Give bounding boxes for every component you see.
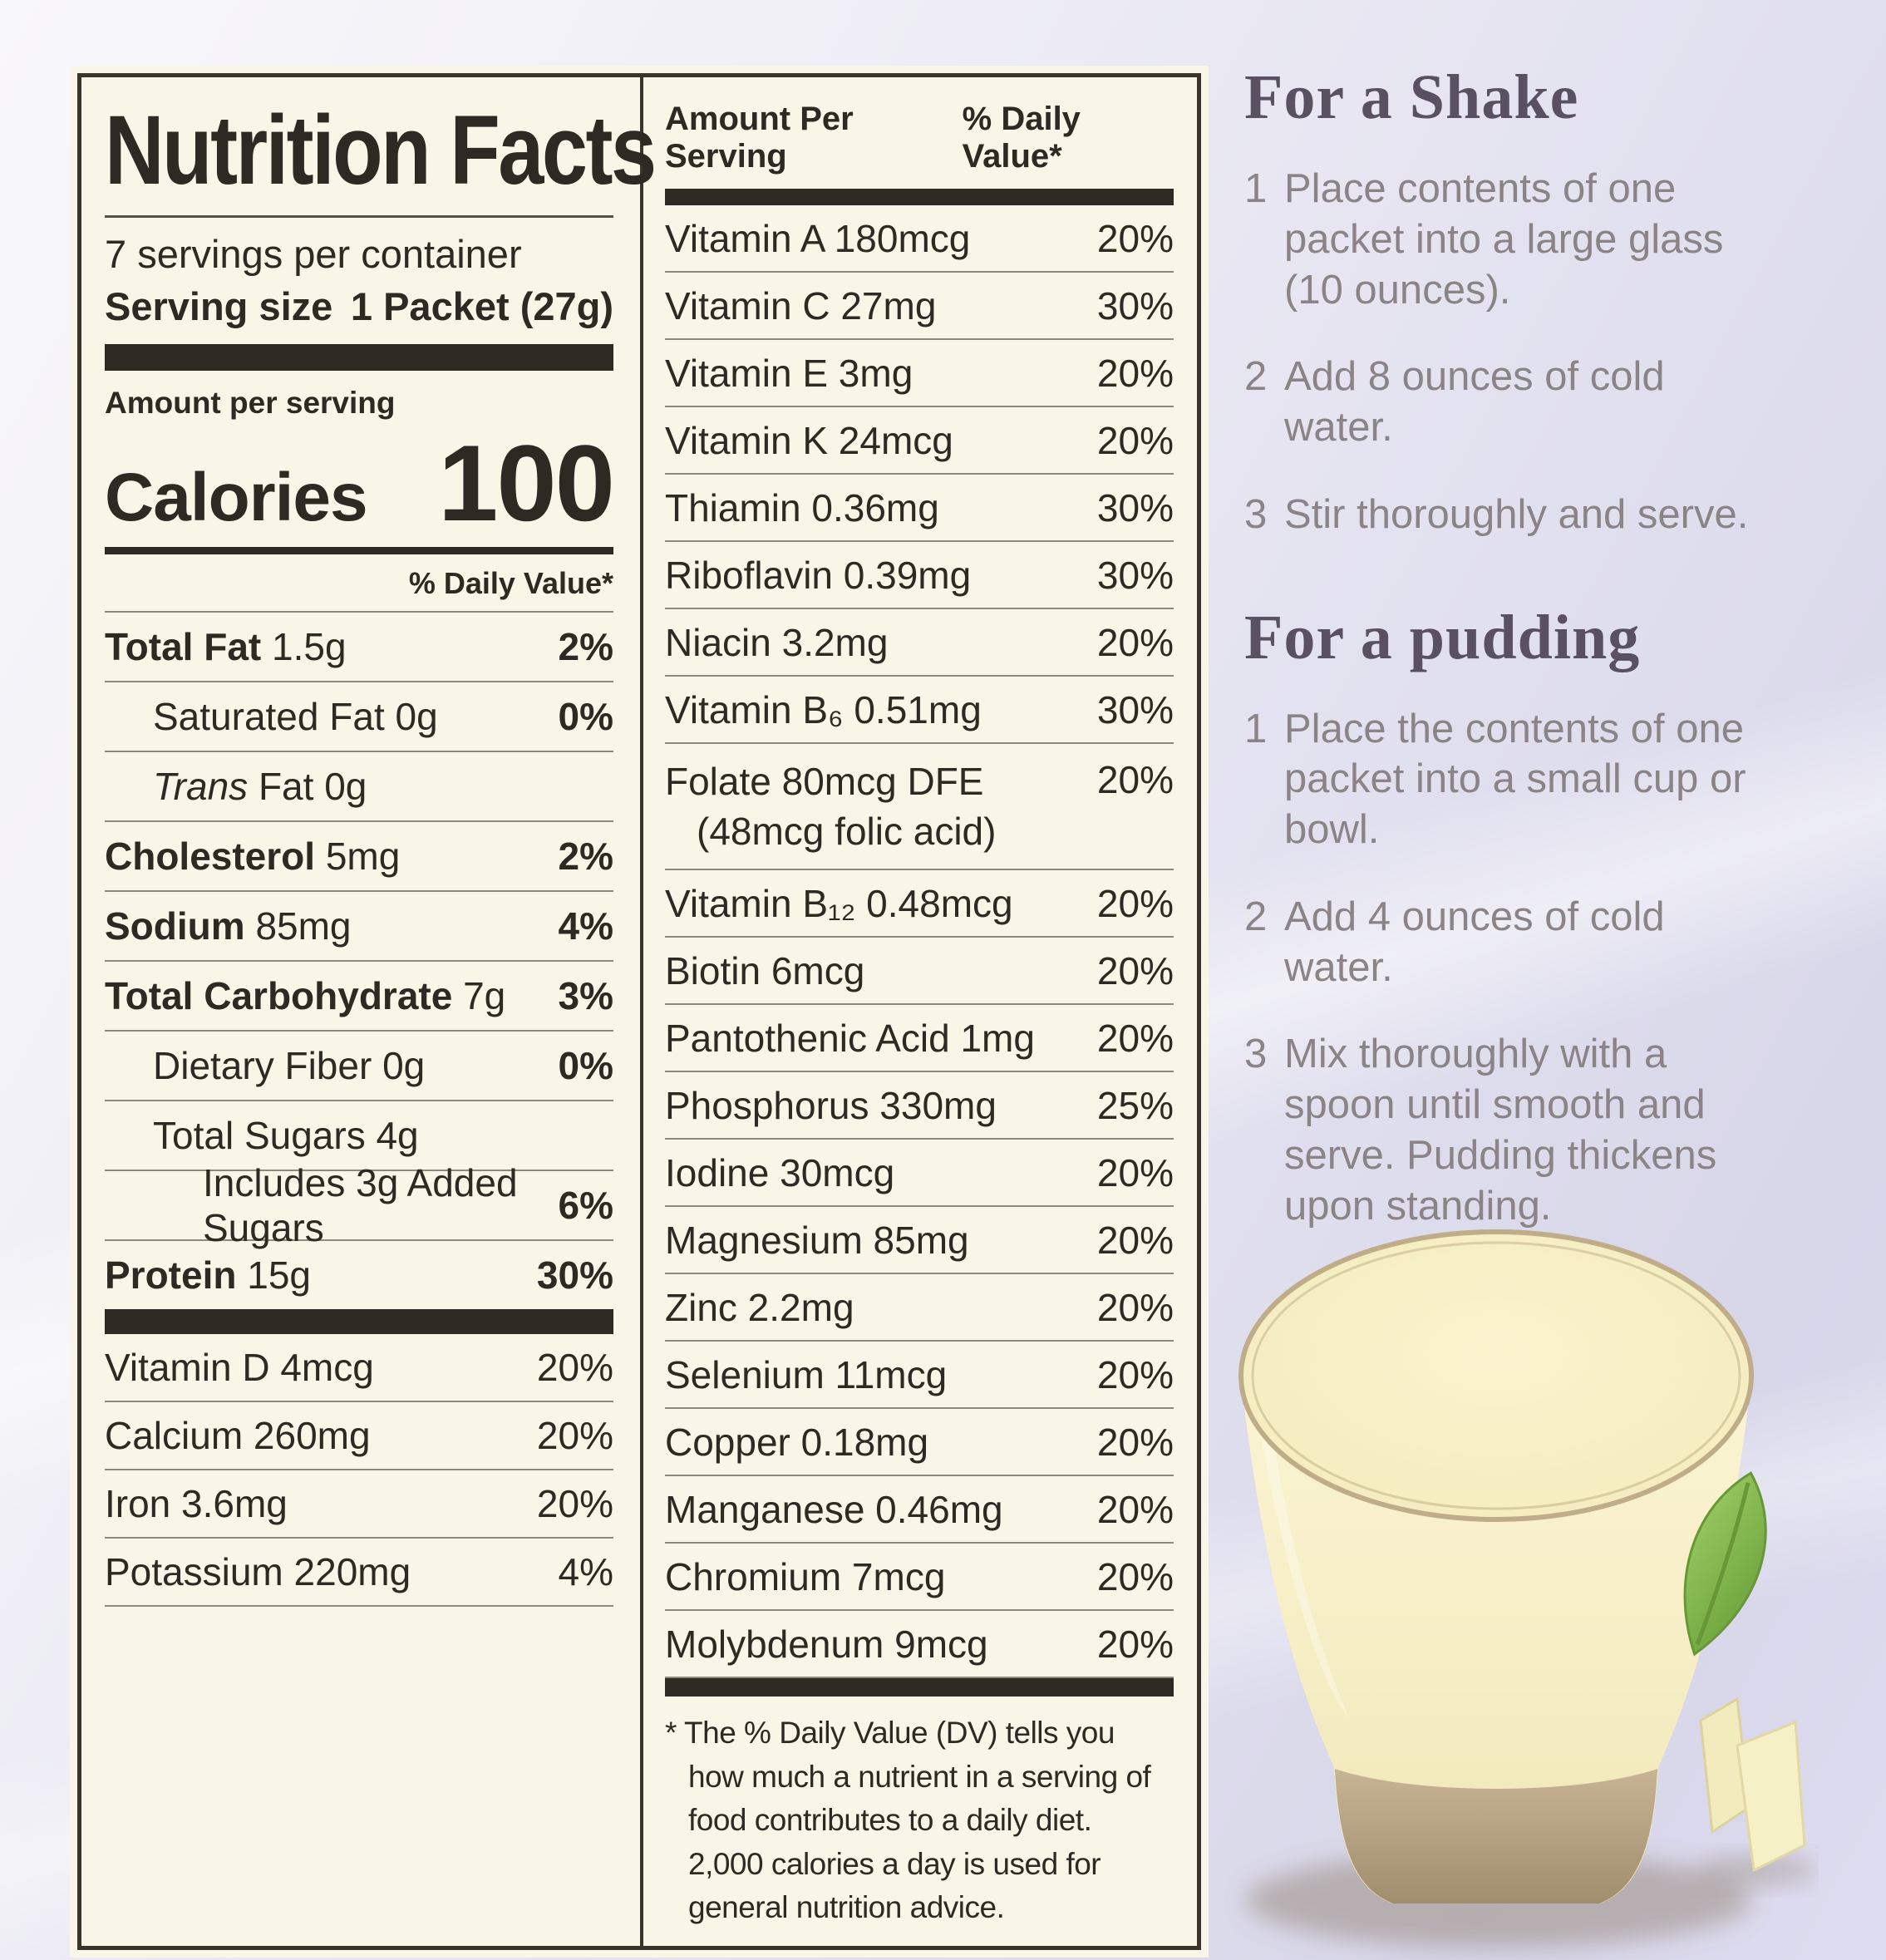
vitamin-row: Vitamin K 24mcg 20% bbox=[665, 407, 1174, 475]
vitamin-row: Selenium 11mcg 20% bbox=[665, 1342, 1174, 1409]
nutrient-row: Total Carbohydrate 7g 3% bbox=[105, 962, 613, 1032]
amount-per-serving: Amount per serving bbox=[105, 386, 396, 420]
nutrient-row: Cholesterol 5mg 2% bbox=[105, 822, 613, 892]
nutrient-row: Calcium 260mg 20% bbox=[105, 1402, 613, 1470]
nutrient-row: Trans Fat 0g bbox=[105, 752, 613, 822]
nutrient-row: Dietary Fiber 0g 0% bbox=[105, 1032, 613, 1101]
vitamin-row: Biotin 6mcg 20% bbox=[665, 938, 1174, 1005]
vitamin-row: Phosphorus 330mg 25% bbox=[665, 1072, 1174, 1140]
vitamin-row: Vitamin A 180mcg 20% bbox=[665, 205, 1174, 273]
calories-row: Calories 100 bbox=[105, 421, 615, 545]
vitamin-row: Magnesium 85mg 20% bbox=[665, 1207, 1174, 1274]
thick-bar bbox=[665, 1678, 1174, 1697]
nutrient-row: Protein 15g 30% bbox=[105, 1253, 613, 1297]
mint-leaf bbox=[1683, 1471, 1767, 1657]
chocolate-chunk bbox=[1736, 1720, 1806, 1873]
rule bbox=[105, 215, 613, 218]
thick-bar bbox=[665, 189, 1174, 205]
calories-label: Calories bbox=[105, 460, 368, 535]
daily-value-header: % Daily Value* bbox=[105, 554, 613, 613]
vitamin-row: Vitamin B₁₂ 0.48mcg 20% bbox=[665, 870, 1174, 938]
shake-heading: For a Shake bbox=[1244, 62, 1579, 132]
thick-bar bbox=[105, 344, 613, 371]
nutrition-facts-right-column: Amount Per Serving % Daily Value* Vitami… bbox=[665, 84, 1174, 1946]
vitamin-row: Riboflavin 0.39mg 30% bbox=[665, 542, 1174, 609]
vitamin-row: Zinc 2.2mg 20% bbox=[665, 1274, 1174, 1342]
vitamin-column-header: Amount Per Serving % Daily Value* bbox=[665, 101, 1081, 175]
nutrition-facts-title: Nutrition Facts bbox=[105, 96, 657, 205]
pudding-step: 2 Add 4 ounces of cold water. bbox=[1244, 894, 1665, 990]
shake-surface bbox=[1238, 1229, 1754, 1522]
shake-photo bbox=[1220, 1212, 1819, 1960]
nutrient-row: Potassium 220mg 4% bbox=[105, 1539, 613, 1607]
preparation-instructions: For a Shake 1 Place contents of one pack… bbox=[1244, 62, 1810, 1268]
vitamin-row: Vitamin E 3mg 20% bbox=[665, 340, 1174, 407]
nutrition-facts-label: Nutrition Facts 7 servings per container… bbox=[77, 73, 1201, 1950]
shake-step: 2 Add 8 ounces of cold water. bbox=[1244, 354, 1665, 450]
nutrient-row: Saturated Fat 0g 0% bbox=[105, 682, 613, 752]
serving-size-row: Serving size 1 Packet (27g) bbox=[105, 277, 613, 344]
nutrient-row: Iron 3.6mg 20% bbox=[105, 1470, 613, 1539]
nutrient-row: Sodium 85mg 4% bbox=[105, 892, 613, 962]
calories-value: 100 bbox=[438, 422, 615, 544]
nutrient-row: Total Fat 1.5g 2% bbox=[105, 613, 613, 682]
pudding-heading: For a pudding bbox=[1244, 602, 1641, 672]
nutrition-facts-left-column: Nutrition Facts 7 servings per container… bbox=[105, 91, 657, 1607]
shake-step: 1 Place contents of one packet into a la… bbox=[1244, 166, 1724, 313]
vitamin-row: Niacin 3.2mg 20% bbox=[665, 609, 1174, 677]
vitamin-row: Iodine 30mcg 20% bbox=[665, 1140, 1174, 1207]
pudding-step: 1 Place the contents of one packet into … bbox=[1244, 706, 1746, 853]
vitamin-row: Thiamin 0.36mg 30% bbox=[665, 475, 1174, 542]
glass-base bbox=[1335, 1769, 1657, 1903]
glass-highlight bbox=[1260, 1432, 1349, 1719]
vitamin-row: Folate 80mcg DFE (48mcg folic acid) 20% bbox=[665, 744, 1174, 870]
nutrient-row: Total Sugars 4g bbox=[105, 1101, 613, 1171]
shake-step: 3 Stir thoroughly and serve. bbox=[1244, 491, 1749, 537]
vitamin-row: Manganese 0.46mg 20% bbox=[665, 1476, 1174, 1544]
vitamin-row: Vitamin B₆ 0.51mg 30% bbox=[665, 677, 1174, 744]
vitamin-row: Copper 0.18mg 20% bbox=[665, 1409, 1174, 1476]
rule bbox=[105, 547, 613, 554]
serving-size-value: 1 Packet (27g) bbox=[350, 284, 613, 328]
vitamin-row: Vitamin C 27mg 30% bbox=[665, 273, 1174, 340]
column-divider bbox=[640, 77, 643, 1946]
daily-value-footnote: * The % Daily Value (DV) tells you how m… bbox=[665, 1697, 1174, 1946]
glass-body bbox=[1241, 1378, 1751, 1903]
serving-size-label: Serving size bbox=[105, 284, 333, 328]
nutrient-row: Includes 3g Added Sugars 6% bbox=[105, 1161, 613, 1249]
pudding-step: 3 Mix thoroughly with a spoon until smoo… bbox=[1244, 1032, 1717, 1229]
vitamin-row: Pantothenic Acid 1mg 20% bbox=[665, 1005, 1174, 1072]
nutrient-row: Vitamin D 4mcg 20% bbox=[105, 1334, 613, 1402]
vitamin-row: Molybdenum 9mcg 20% bbox=[665, 1611, 1174, 1678]
servings-per-container: 7 servings per container bbox=[105, 232, 522, 276]
vitamin-row: Chromium 7mcg 20% bbox=[665, 1544, 1174, 1611]
thick-bar bbox=[105, 1309, 613, 1334]
shake-glass-illustration bbox=[1238, 1229, 1816, 1948]
